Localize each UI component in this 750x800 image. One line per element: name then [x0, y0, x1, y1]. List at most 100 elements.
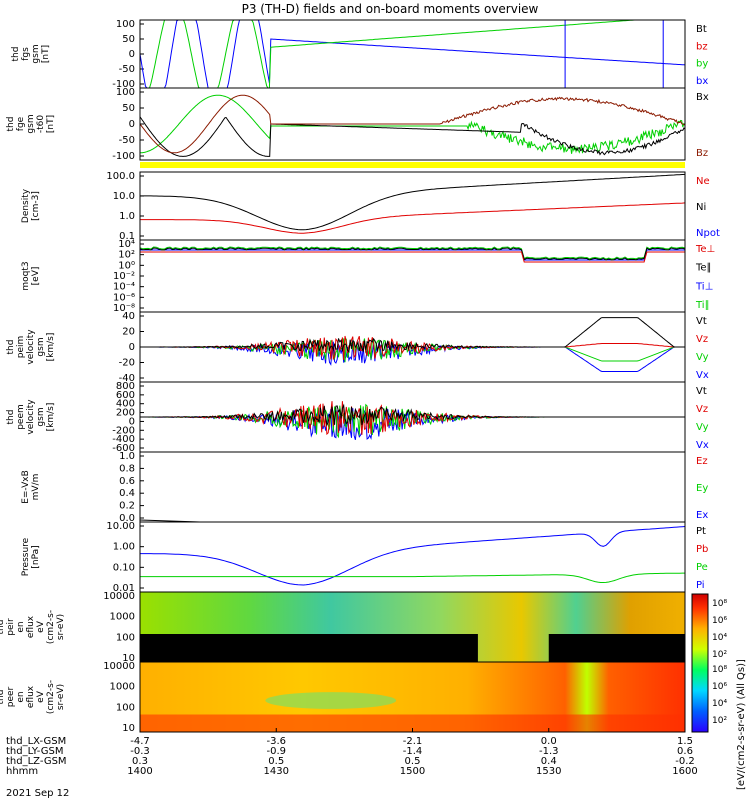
ylabel-peir: thd peir en eflux eV (cm2-s-sr-eV) — [0, 610, 66, 644]
legend-Ne: Ne — [696, 176, 710, 187]
ytick-label: 10 — [122, 723, 135, 734]
series-Pi — [140, 526, 686, 586]
legend-Bz: Bz — [696, 148, 708, 159]
legend-Te⊥: Te⊥ — [695, 244, 715, 255]
figure-title: P3 (TH-D) fields and on-board moments ov… — [242, 2, 539, 16]
ytick-label: 20 — [122, 327, 135, 338]
panel-frame — [139, 87, 686, 161]
xtick-label: 0.0 — [541, 736, 557, 747]
series-velocity — [140, 403, 685, 439]
ylabel-density: Density [cm-3] — [21, 188, 41, 223]
ylabel-line: fgs — [21, 47, 31, 61]
series-Bz — [139, 94, 686, 154]
legend-by: by — [696, 59, 708, 70]
ylabel-line: thd — [6, 117, 16, 132]
legend-Ti⊥: Ti⊥ — [695, 281, 713, 292]
ytick-label: -20 — [119, 358, 135, 369]
ylabel-line: en — [16, 691, 26, 702]
colorbar-tick: 10² — [712, 650, 727, 660]
ylabel-line: [km/s] — [46, 403, 56, 432]
xrow-label: thd_LZ-GSM — [6, 756, 67, 767]
ylabel-line: thd — [6, 410, 16, 425]
ylabel-line: velocity — [26, 329, 36, 365]
legend-Pb: Pb — [696, 544, 708, 555]
ylabel-line: -t60 — [36, 115, 46, 134]
series-by — [140, 19, 685, 89]
series-velocity — [140, 341, 685, 372]
series-Tepar — [139, 247, 686, 261]
series-Teperp — [140, 251, 685, 263]
xtick-label: 0.6 — [677, 746, 693, 757]
ytick-label: 0.0 — [119, 513, 135, 524]
ytick-label: -40 — [119, 373, 135, 384]
ylabel-line: mV/m — [31, 474, 41, 501]
ytick-label: 50 — [122, 34, 135, 45]
legend-Ti∥: Ti∥ — [695, 300, 710, 311]
ytick-label: 100 — [116, 702, 135, 713]
ylabel-line: velocity — [26, 399, 36, 435]
ytick-label: 10000 — [103, 661, 135, 672]
legend-bx: bx — [696, 76, 708, 87]
ytick-label: 0.1 — [119, 231, 135, 242]
legend-Vy: Vy — [696, 422, 709, 433]
ylabel-line: gsm — [36, 337, 46, 356]
ytick-label: 0.8 — [119, 463, 135, 474]
xtick-label: 1600 — [672, 766, 697, 777]
series-Pe — [140, 572, 685, 583]
ylabel-peem: thd peem velocity gsm [km/s] — [6, 399, 56, 435]
ylabel-line: eV — [36, 620, 46, 633]
colorbar-tick: 10² — [712, 716, 727, 726]
panel-fge: thd fge gsm -t60 [nT] 100 50 0 -50 -100 Bx Bz — [6, 87, 709, 168]
ylabel-line: sr-eV) — [56, 614, 66, 640]
xtick-label: -0.9 — [266, 746, 286, 757]
ylabel-peim: thd peim velocity gsm [km/s] — [6, 329, 56, 365]
ytick-label: 10.00 — [106, 521, 135, 532]
ylabel-line: gsm — [36, 407, 46, 426]
ytick-label: -400 — [112, 434, 135, 445]
ylabel-line: [nPa] — [31, 545, 41, 568]
xtick-label: -3.6 — [266, 736, 286, 747]
xtick-label: 1.5 — [677, 736, 693, 747]
ytick-label: -100 — [112, 151, 135, 162]
panel-frame — [139, 521, 686, 593]
spectrogram-lowband — [140, 714, 685, 732]
ytick-label: 10⁻⁴ — [113, 282, 135, 293]
xtick-label: -1.3 — [539, 746, 559, 757]
ylabel-line: eflux — [26, 685, 36, 708]
ylabel-line: moqt3 — [21, 261, 31, 290]
legend-bz: bz — [696, 41, 708, 52]
ylabel-line: gsm — [26, 114, 36, 133]
ylabel-line: eflux — [26, 615, 36, 638]
ylabel-line: fge — [16, 116, 26, 131]
ytick-label: -50 — [119, 64, 135, 75]
colorbar-tick: 10⁶ — [712, 616, 727, 626]
legend-Ez: Ez — [696, 456, 708, 467]
panel-frame — [139, 171, 686, 241]
ylabel-line: gsm — [31, 44, 41, 63]
ylabel-line: peer — [6, 686, 16, 707]
ylabel-line: eV — [36, 690, 46, 703]
xrow-label: hhmm — [6, 766, 38, 777]
legend-Vx: Vx — [696, 440, 709, 451]
xtick-label: 0.4 — [541, 756, 557, 767]
panel-frame — [139, 239, 686, 313]
xtick-label: 1400 — [127, 766, 152, 777]
xtick-label: -4.7 — [130, 736, 150, 747]
ytick-label: -50 — [119, 135, 135, 146]
ytick-label: 600 — [116, 390, 135, 401]
legend-Ni: Ni — [696, 202, 706, 213]
ytick-label: 1000 — [110, 682, 135, 693]
ylabel-line: peir — [6, 618, 16, 636]
panel-pressure: Pressure [nPa] 10.00 1.00 0.10 0.01 Pt Pb Pe Pi — [21, 521, 708, 594]
ytick-label: 100.0 — [106, 171, 135, 182]
legend-Ex: Ex — [696, 510, 708, 521]
legend-Pt: Pt — [696, 526, 706, 537]
ytick-label: 200 — [116, 408, 135, 419]
legend-Bx: Bx — [696, 92, 709, 103]
ytick-label: -600 — [112, 443, 135, 454]
ylabel-pressure: Pressure [nPa] — [21, 537, 41, 576]
ylabel-fgs: thd fgs gsm [nT] — [11, 44, 51, 63]
colorbar-label: [eV/(cm2-s-sr-eV) (All Qs)] — [736, 659, 747, 790]
xtick-label: -0.2 — [675, 756, 695, 767]
series-velocity — [140, 338, 685, 363]
